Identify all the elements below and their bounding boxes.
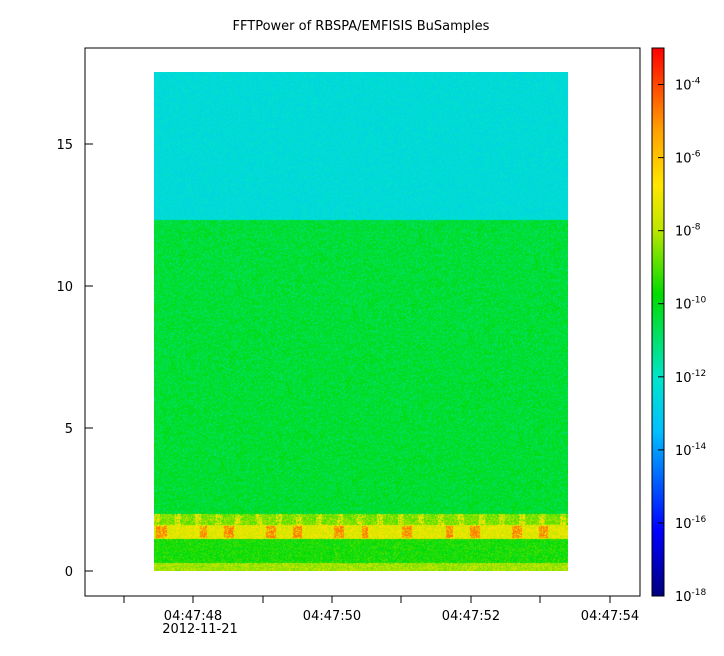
chart-title: FFTPower of RBSPA/EMFISIS BuSamples (233, 19, 490, 34)
x-date-label: 2012-11-21 (162, 622, 238, 637)
x-tick-label-2: 04:47:52 (442, 609, 500, 624)
colorbar-tick-label: 10-12 (675, 369, 706, 386)
y-tick-label-10: 10 (56, 280, 73, 295)
colorbar-tick-label: 10-18 (675, 588, 707, 605)
colorbar-tick-label: 10-8 (675, 223, 701, 240)
x-tick-label-1: 04:47:50 (303, 609, 361, 624)
colorbar-tick-label: 10-4 (675, 77, 701, 94)
x-tick-label-0: 04:47:48 (164, 609, 222, 624)
colorbar-tick-label: 10-10 (675, 296, 707, 313)
x-axis-ticks: 04:47:48 04:47:50 04:47:52 04:47:54 2012… (123, 596, 639, 637)
colorbar-tick-label: 10-6 (675, 150, 701, 167)
heatmap-image (154, 72, 568, 571)
colorbar-tick-label: 10-14 (675, 442, 707, 459)
colorbar-tick-label: 10-16 (675, 515, 707, 532)
x-tick-label-3: 04:47:54 (581, 609, 639, 624)
y-tick-label-0: 0 (65, 565, 73, 580)
colorbar-ticks: 10-4 10-6 10-8 10-10 10-12 10-14 10-16 10-18 (658, 77, 707, 605)
y-axis-ticks: 0 5 10 15 (56, 138, 93, 580)
y-tick-label-15: 15 (56, 138, 73, 153)
y-tick-label-5: 5 (65, 422, 73, 437)
colorbar (651, 47, 665, 597)
